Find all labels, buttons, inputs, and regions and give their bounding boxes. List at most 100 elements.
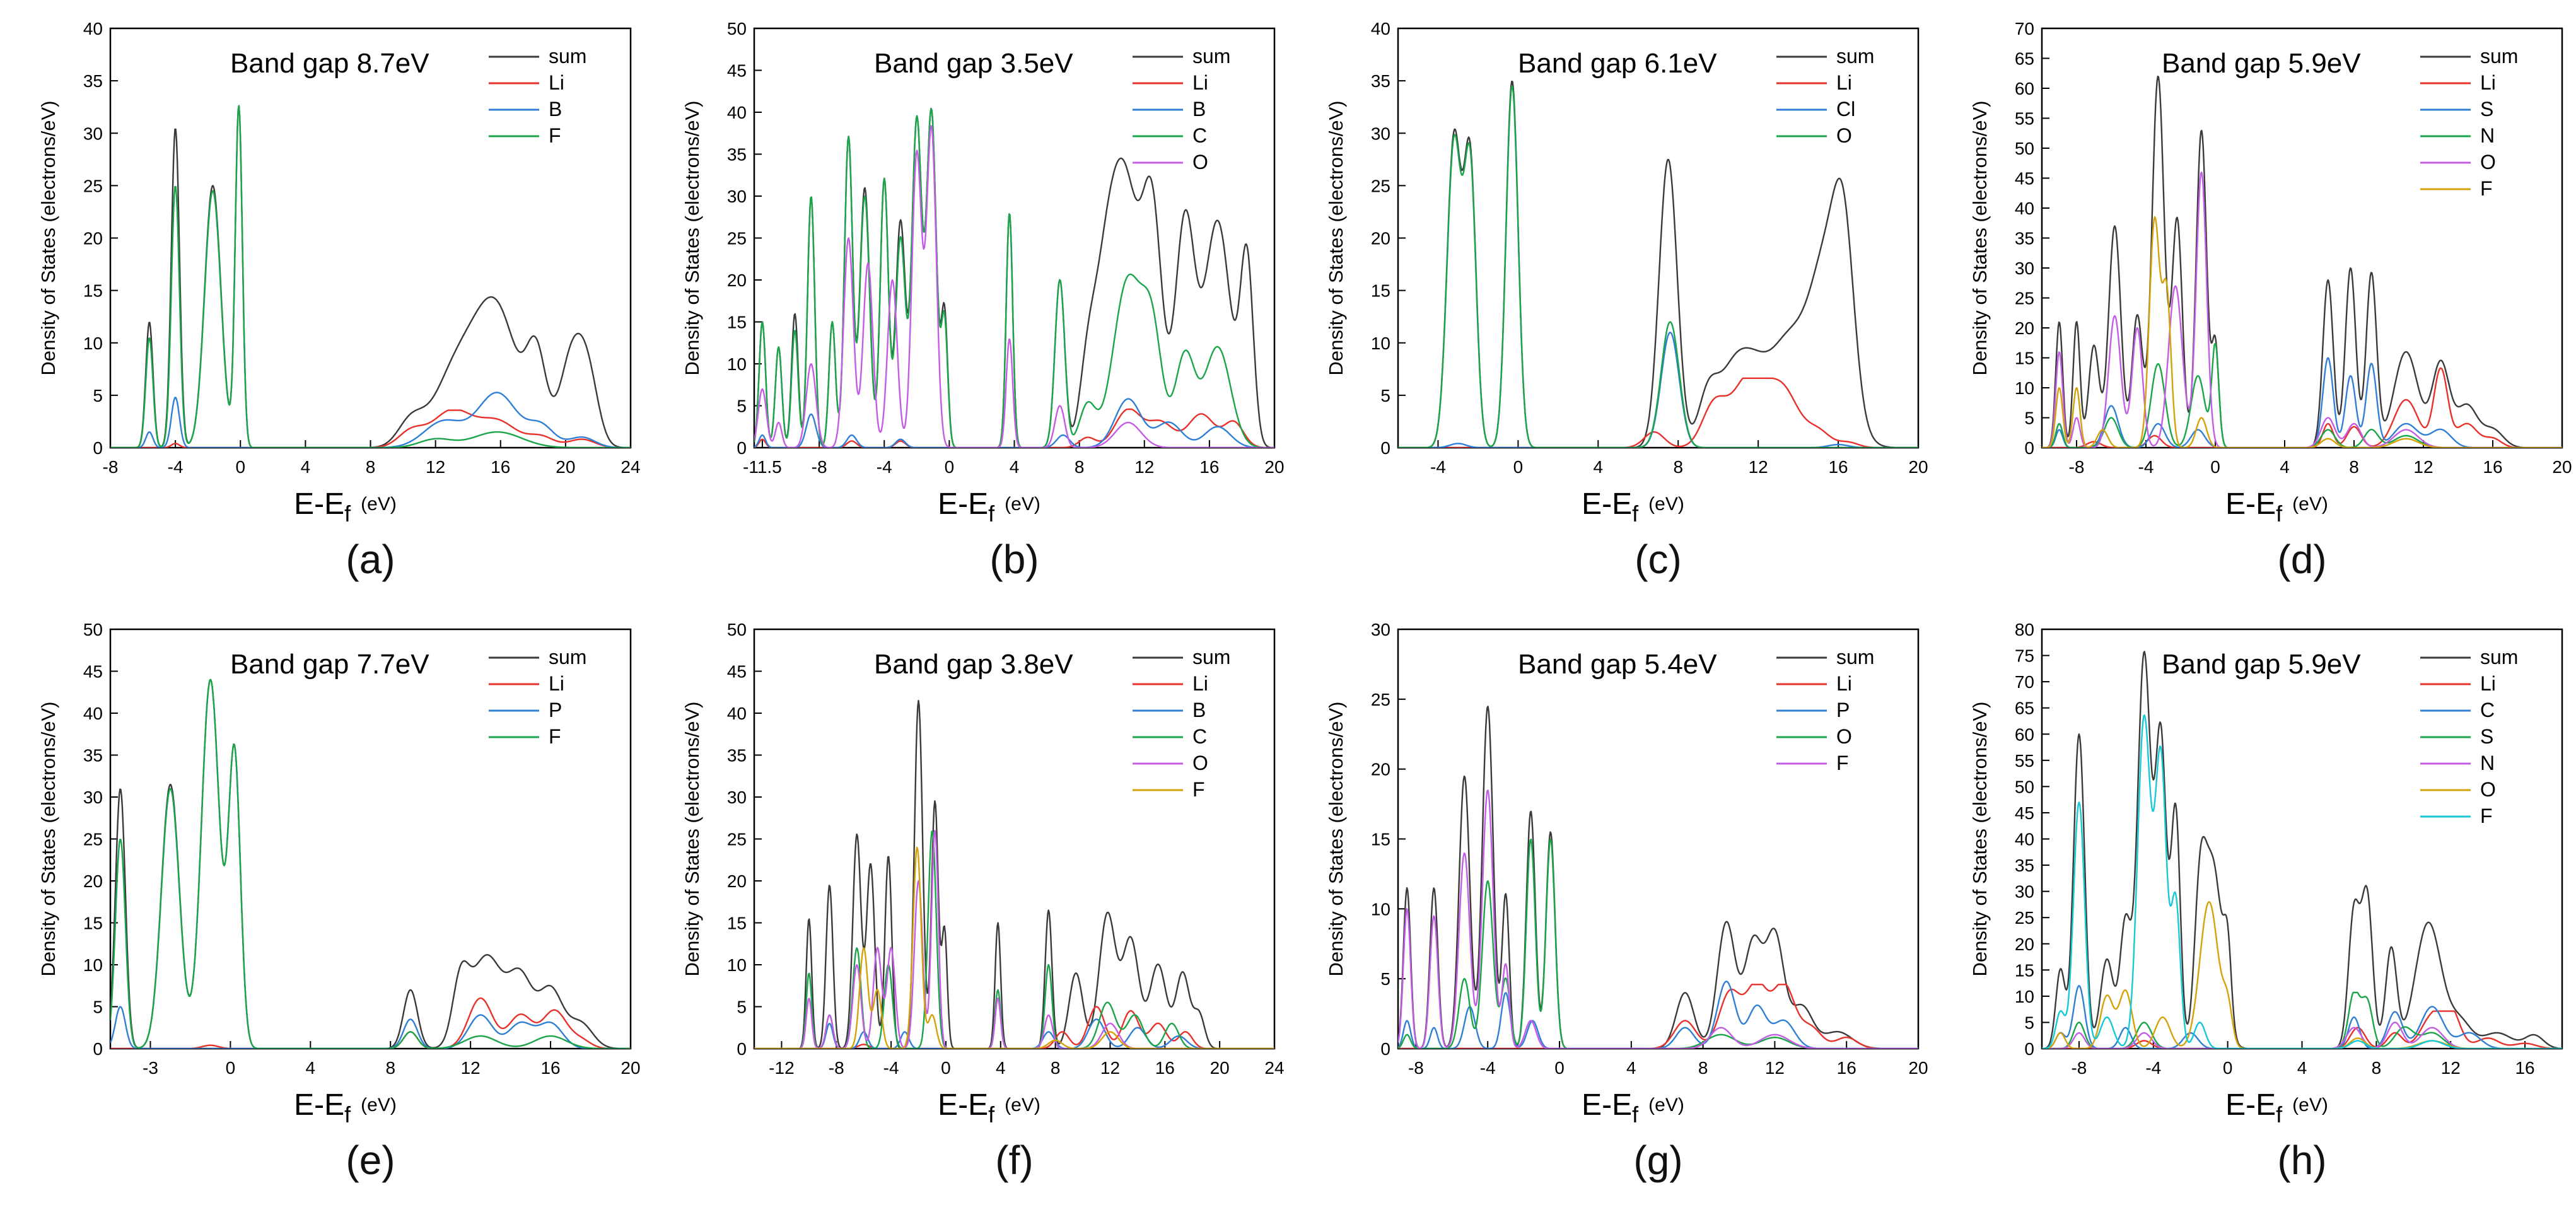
y-tick-label: 0 <box>2024 1039 2034 1059</box>
x-tick-label: -3 <box>143 1058 158 1078</box>
x-tick-label: 12 <box>1100 1058 1120 1078</box>
legend-label: O <box>1192 752 1208 774</box>
y-tick-label: 10 <box>727 955 747 975</box>
series-line-sum <box>110 105 631 448</box>
y-tick-label: 40 <box>1371 19 1390 38</box>
legend-label: sum <box>549 646 586 668</box>
y-tick-label: 40 <box>727 704 747 723</box>
legend-label: Li <box>2480 71 2496 94</box>
y-tick-label: 55 <box>2015 109 2034 129</box>
x-axis-label: E-Ef (eV) <box>2225 1088 2328 1127</box>
y-axis-label: Density of States (electrons/eV) <box>1325 101 1347 376</box>
x-tick-label: 0 <box>226 1058 236 1078</box>
series-line-b <box>754 398 1274 448</box>
y-tick-label: 5 <box>1380 969 1390 989</box>
series-line-o <box>1398 838 1918 1049</box>
x-tick-label: 4 <box>301 457 311 477</box>
legend-label: S <box>2480 725 2493 748</box>
x-axis-label: E-Ef (eV) <box>294 487 397 527</box>
legend-label: F <box>549 725 561 748</box>
x-tick-label: 8 <box>2349 457 2359 477</box>
y-tick-label: 25 <box>1371 690 1390 709</box>
y-tick-label: 20 <box>2015 934 2034 954</box>
y-tick-label: 25 <box>727 229 747 248</box>
panel-label: (b) <box>989 537 1039 582</box>
panel-label: (a) <box>346 537 395 582</box>
dos-chart-d: 0 5 10 15 20 25 30 35 40 45 50 55 60 65 70 -8 -4 0 4 8 12 16 2… <box>1969 19 2572 527</box>
legend-label: F <box>1192 778 1205 801</box>
x-tick-label: 12 <box>1749 457 1768 477</box>
x-tick-label: 4 <box>1626 1058 1636 1078</box>
x-tick-label: 8 <box>1075 457 1085 477</box>
legend-label: sum <box>1192 646 1230 668</box>
x-tick-label: -4 <box>1480 1058 1496 1078</box>
y-axis-label: Density of States (electrons/eV) <box>37 101 59 376</box>
y-tick-label: 15 <box>727 313 747 332</box>
series-line-li <box>1398 984 1918 1049</box>
y-tick-label: 20 <box>727 271 747 290</box>
dos-chart-b: 0 5 10 15 20 25 30 35 40 45 50 -11.5 -8 -4 0 4 8 12 16 20 De… <box>681 19 1285 527</box>
y-tick-label: 0 <box>2024 438 2034 458</box>
x-tick-label: 0 <box>945 457 955 477</box>
y-tick-label: 20 <box>2015 318 2034 338</box>
x-tick-label: -4 <box>2145 1058 2161 1078</box>
y-tick-label: 65 <box>2015 699 2034 718</box>
series-line-f <box>2042 216 2562 448</box>
band-gap-annotation: Band gap 3.8eV <box>874 649 1073 680</box>
band-gap-annotation: Band gap 6.1eV <box>1518 48 1717 79</box>
series-line-f <box>2042 714 2562 1049</box>
y-tick-label: 30 <box>83 788 103 807</box>
x-tick-label: 24 <box>621 457 640 477</box>
y-tick-label: 15 <box>1371 830 1390 849</box>
y-tick-label: 5 <box>2024 409 2034 428</box>
x-tick-label: 16 <box>1828 457 1848 477</box>
x-tick-label: 20 <box>1264 457 1284 477</box>
x-tick-label: -8 <box>812 457 827 477</box>
x-tick-label: 12 <box>2441 1058 2461 1078</box>
y-tick-label: 15 <box>2015 960 2034 980</box>
x-tick-label: 16 <box>540 1058 560 1078</box>
y-tick-label: 30 <box>727 187 747 206</box>
y-tick-label: 25 <box>2015 289 2034 308</box>
legend-label: Li <box>1836 672 1852 695</box>
x-tick-label: 20 <box>621 1058 640 1078</box>
x-tick-label: -4 <box>1430 457 1446 477</box>
y-tick-label: 5 <box>1380 386 1390 405</box>
y-tick-label: 70 <box>2015 19 2034 38</box>
y-tick-label: 15 <box>83 914 103 933</box>
y-tick-label: 35 <box>83 746 103 765</box>
series-line-f <box>1398 789 1918 1049</box>
x-tick-label: 16 <box>1837 1058 1856 1078</box>
y-tick-label: 10 <box>1371 899 1390 919</box>
y-tick-label: 35 <box>2015 856 2034 875</box>
dos-chart-c: 0 5 10 15 20 25 30 35 40 -4 0 4 8 12 16 20 Density of St… <box>1325 19 1928 527</box>
y-tick-label: 45 <box>83 662 103 682</box>
legend-label: B <box>1192 699 1206 721</box>
x-tick-label: 8 <box>385 1058 395 1078</box>
panel-label: (c) <box>1635 537 1682 582</box>
x-tick-label: -8 <box>1408 1058 1424 1078</box>
legend-label: N <box>2480 124 2495 147</box>
x-tick-label: -4 <box>877 457 892 477</box>
y-tick-label: 25 <box>727 830 747 849</box>
x-tick-label: 8 <box>1698 1058 1708 1078</box>
legend-label: Li <box>1836 71 1852 94</box>
y-tick-label: 0 <box>737 438 747 458</box>
dos-panel-d: 0 5 10 15 20 25 30 35 40 45 50 55 60 65 70 -8 -4 0 4 8 12 16 2… <box>1932 0 2575 601</box>
legend-label: N <box>2480 752 2495 774</box>
legend-label: C <box>2480 699 2495 721</box>
y-axis-label: Density of States (electrons/eV) <box>681 702 703 977</box>
y-tick-label: 40 <box>83 19 103 38</box>
y-tick-label: 5 <box>737 998 747 1017</box>
y-tick-label: 30 <box>727 788 747 807</box>
y-axis-label: Density of States (electrons/eV) <box>1969 702 1991 977</box>
dos-chart-f: 0 5 10 15 20 25 30 35 40 45 50 -12 -8 -4 0 4 8 12 16 20 24 De… <box>681 620 1285 1127</box>
dos-panel-a: 0 5 10 15 20 25 30 35 40 -8 -4 0 4 8 12 16 20 24 Density o… <box>0 0 644 601</box>
series-line-cl <box>1398 331 1918 448</box>
dos-panel-b: 0 5 10 15 20 25 30 35 40 45 50 -11.5 -8 -4 0 4 8 12 16 20 De… <box>644 0 1288 601</box>
y-tick-label: 20 <box>83 871 103 891</box>
y-tick-label: 25 <box>83 176 103 195</box>
y-tick-label: 50 <box>2015 777 2034 796</box>
y-tick-label: 50 <box>727 19 747 38</box>
dos-panel-e: 0 5 10 15 20 25 30 35 40 45 50 -3 0 4 8 12 16 20 Density o… <box>0 601 644 1202</box>
